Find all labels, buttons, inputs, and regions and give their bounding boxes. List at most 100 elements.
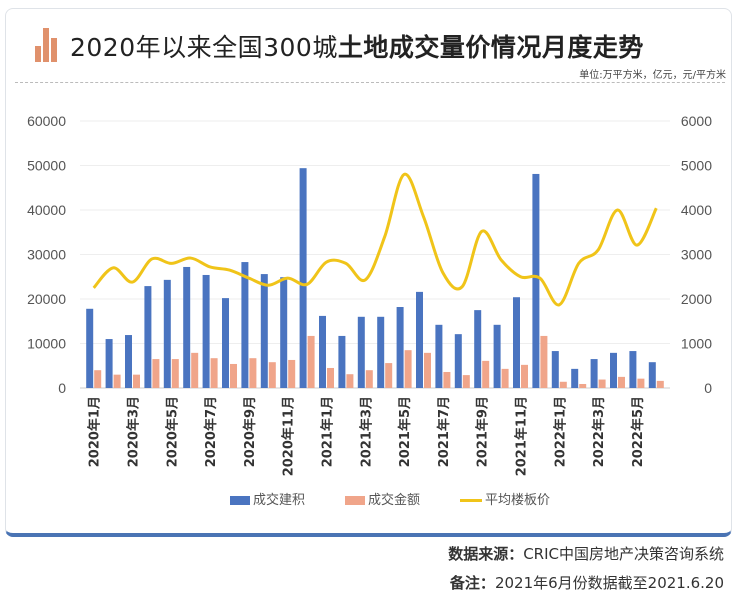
bar-area: [532, 173, 540, 388]
bar-area: [493, 324, 501, 388]
bar-amount: [94, 370, 102, 388]
remark-note: 备注：2021年6月份数据截至2021.6.20: [450, 572, 724, 593]
left-axis-tick: 60000: [27, 113, 66, 129]
bar-amount: [113, 374, 121, 388]
bar-amount: [579, 383, 587, 388]
left-axis-tick: 10000: [27, 336, 66, 352]
right-axis-tick: 2000: [681, 291, 712, 307]
x-axis-tick: 2020年3月: [126, 396, 142, 467]
bar-amount: [521, 364, 528, 388]
bar-amount: [191, 352, 199, 388]
bar-area: [222, 298, 229, 388]
bar-amount: [559, 381, 567, 388]
bar-area: [299, 168, 307, 388]
bar-amount: [152, 359, 160, 388]
bar-amount: [540, 335, 548, 388]
bar-amount: [346, 374, 354, 388]
bar-amount: [637, 378, 645, 388]
x-axis-tick: 2022年5月: [630, 396, 646, 467]
unit-label: 单位:万平方米，亿元，元/平方米: [579, 70, 726, 81]
chart-title: 2020年以来全国300城土地成交量价情况月度走势: [70, 28, 644, 64]
bar-amount: [482, 360, 490, 388]
chart-card: [5, 8, 732, 537]
x-axis-tick: 2021年1月: [320, 396, 336, 467]
legend: 成交建积 成交金额 平均楼板价: [230, 489, 550, 508]
line-price: [92, 172, 658, 307]
left-axis-tick: 40000: [27, 202, 66, 218]
bar-area: [105, 339, 113, 388]
right-axis-tick: 1000: [681, 336, 712, 352]
note-label: 备注：: [449, 574, 495, 592]
bar-area: [241, 262, 249, 388]
bar-amount: [327, 367, 334, 388]
x-axis-tick: 2020年1月: [87, 396, 103, 467]
x-axis-tick: 2021年7月: [436, 396, 452, 467]
bar-area: [629, 351, 637, 388]
bar-area: [125, 335, 132, 388]
bar-area: [551, 351, 559, 388]
source-text: CRIC中国房地产决策咨询系统: [523, 545, 724, 563]
left-axis-tick: 30000: [27, 247, 66, 263]
bar-amount: [656, 380, 664, 388]
bar-area: [183, 266, 191, 388]
legend-label: 成交金额: [368, 493, 421, 508]
bar-amount: [230, 363, 237, 388]
bar-area: [474, 310, 482, 388]
bar-area: [86, 308, 94, 388]
right-axis-tick: 6000: [681, 113, 712, 129]
bar-amount: [171, 359, 179, 388]
source-note: 数据来源：CRIC中国房地产决策咨询系统: [448, 543, 724, 564]
legend-swatch-price: [460, 499, 483, 502]
x-axis-tick: 2020年9月: [242, 396, 258, 467]
bar-area: [454, 334, 462, 388]
bar-area: [416, 291, 423, 388]
legend-swatch-area: [230, 496, 250, 505]
bar-area: [396, 307, 404, 388]
bar-area: [338, 335, 346, 388]
legend-item-amount: 成交金额: [345, 489, 420, 508]
right-axis-tick: 3000: [681, 247, 712, 263]
x-axis-tick: 2022年3月: [591, 396, 607, 467]
bar-amount: [210, 358, 218, 388]
bar-area: [590, 359, 598, 388]
bar-amount: [598, 379, 606, 388]
bar-amount: [424, 352, 431, 388]
left-axis-tick: 50000: [27, 158, 66, 174]
bar-area: [648, 362, 656, 388]
bar-area: [163, 279, 171, 388]
bar-amount: [365, 370, 373, 388]
right-axis-tick: 0: [704, 380, 712, 396]
bar-area: [435, 324, 443, 388]
bar-area: [319, 315, 326, 388]
x-axis-tick: 2021年9月: [475, 396, 491, 467]
bar-amount: [404, 350, 412, 388]
legend-item-area: 成交建积: [230, 489, 305, 508]
bar-amount: [618, 376, 625, 388]
right-axis-tick: 4000: [681, 202, 712, 218]
bar-amount: [288, 359, 296, 388]
bar-area: [280, 277, 288, 388]
bar-amount: [133, 374, 140, 388]
left-axis-tick: 0: [58, 380, 66, 396]
bar-area: [513, 297, 520, 388]
bar-amount: [462, 375, 470, 388]
legend-item-price: 平均楼板价: [460, 489, 550, 508]
note-text: 2021年6月份数据截至2021.6.20: [494, 574, 724, 592]
bar-area: [377, 316, 385, 388]
bar-area: [144, 286, 152, 388]
bar-area: [202, 274, 210, 388]
x-axis-tick: 2021年11月: [514, 396, 530, 476]
bar-amount: [385, 363, 393, 388]
legend-swatch-amount: [345, 496, 366, 505]
source-label: 数据来源：: [448, 545, 524, 563]
bar-area: [357, 316, 365, 388]
legend-label: 成交建积: [253, 493, 306, 508]
bar-area: [260, 274, 268, 388]
x-axis-tick: 2021年3月: [358, 396, 374, 467]
divider: [15, 82, 725, 83]
bar-amount: [249, 358, 257, 388]
x-axis-tick: 2021年5月: [397, 396, 413, 467]
bar-chart-icon: [35, 28, 57, 62]
x-axis-tick: 2020年11月: [281, 396, 297, 476]
bar-amount: [268, 362, 276, 388]
